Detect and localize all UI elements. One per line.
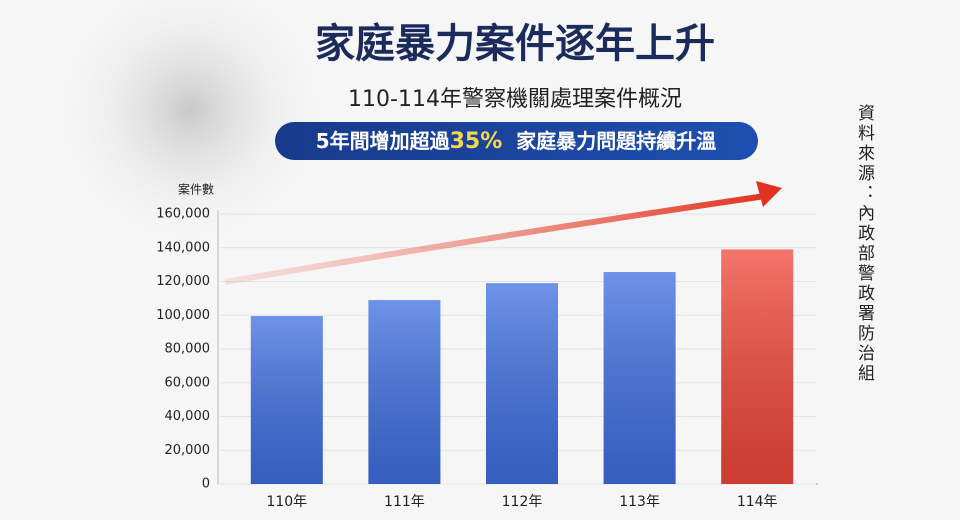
chart-subtitle: 110-114年警察機關處理案件概況 (348, 87, 682, 112)
bar-shading (250, 316, 323, 484)
bar-shading (721, 249, 794, 484)
chart-title: 家庭暴力案件逐年上升 (315, 21, 715, 67)
y-tick-label: 0 (202, 477, 210, 492)
bar-shading (486, 283, 558, 484)
y-tick-label: 20,000 (165, 443, 211, 458)
trend-arrow-head (756, 181, 782, 207)
y-tick-label: 40,000 (165, 409, 211, 424)
y-tick-label: 60,000 (165, 375, 211, 390)
x-tick-label: 112年 (502, 494, 543, 510)
y-tick-label: 80,000 (165, 342, 211, 357)
y-tick-label: 160,000 (156, 207, 210, 222)
banner-value: 35% (450, 129, 503, 154)
trend-arrow (224, 193, 766, 285)
y-tick-label: 100,000 (156, 308, 210, 323)
banner-after: 家庭暴力問題持續升溫 (516, 129, 716, 153)
source-note: 資料來源：內政部警政署防治組 (854, 104, 874, 384)
x-tick-label: 114年 (737, 494, 778, 510)
banner-before: 5年間增加超過 (316, 129, 451, 153)
x-tick-label: 113年 (619, 494, 660, 510)
x-tick-label: 111年 (384, 494, 425, 510)
x-tick-label: 110年 (266, 494, 307, 510)
y-tick-label: 120,000 (156, 274, 210, 289)
background-shade (50, 0, 330, 250)
y-axis-label: 案件數 (178, 182, 214, 197)
banner (275, 122, 758, 160)
bar-shading (368, 300, 441, 484)
banner-text: 5年間增加超過35% 家庭暴力問題持續升溫 (316, 129, 717, 155)
y-tick-label: 140,000 (156, 240, 210, 255)
bar-shading (603, 272, 676, 484)
